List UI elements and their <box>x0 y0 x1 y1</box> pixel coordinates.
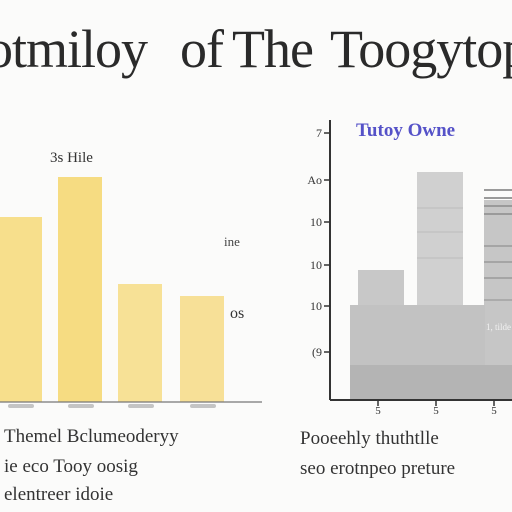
right-caption-line-2: seo erotnpeo preture <box>300 458 456 479</box>
right-y-tick-label-2: Ao <box>307 173 322 187</box>
title-word-3: The <box>232 19 314 79</box>
left-caption-line-2: ie eco Tooy oosig <box>4 456 138 477</box>
left-annotation-mid: ine <box>224 234 240 249</box>
left-caption-line-3: elentreer idoie <box>4 484 114 505</box>
right-y-tick-label-3: 10 <box>310 215 322 229</box>
left-annotation-top: 3s Hile <box>50 150 93 166</box>
right-y-tick-label-6: (9 <box>312 345 322 359</box>
left-bar-1 <box>0 217 42 402</box>
right-y-tick-label-5: 10 <box>310 299 322 313</box>
left-annotation-low: os <box>230 305 244 322</box>
left-bar-3 <box>118 284 162 402</box>
right-bar-base <box>350 365 512 400</box>
title-word-2: of <box>180 19 224 79</box>
right-annotation: 1, tilde <box>486 322 511 332</box>
left-tick-2 <box>68 404 94 408</box>
right-x-tick-label-1: 5 <box>375 405 381 417</box>
title-word-4: Toogytop <box>330 19 512 79</box>
right-bars <box>350 172 512 400</box>
left-tick-4 <box>190 404 216 408</box>
right-x-ticks: 5 5 5 <box>375 400 497 417</box>
title-word-1: otmiloy <box>0 19 148 79</box>
left-caption-line-1: Themel Bclumeoderyy <box>4 426 179 447</box>
left-bar-4 <box>180 296 224 402</box>
right-x-tick-label-3: 5 <box>491 405 497 417</box>
right-bar-stripes <box>417 189 512 301</box>
left-bar-2 <box>58 177 102 402</box>
right-x-tick-label-2: 5 <box>433 405 439 417</box>
right-y-tick-label-4: 10 <box>310 258 322 272</box>
right-y-tick-label-1: 7 <box>316 126 322 140</box>
right-caption-line-1: Pooeehly thuthtlle <box>300 428 439 449</box>
left-chart: 3s Hile ine os <box>0 150 262 408</box>
page-title: otmiloy of The Toogytop <box>0 18 512 88</box>
right-chart: Tutoy Owne 1, tilde 7 Ao 10 10 10 (9 5 5 5 <box>307 120 512 417</box>
left-tick-1 <box>8 404 34 408</box>
right-chart-title: Tutoy Owne <box>356 120 455 141</box>
left-tick-3 <box>128 404 154 408</box>
left-x-ticks <box>8 404 216 408</box>
right-y-ticks: 7 Ao 10 10 10 (9 <box>307 126 330 359</box>
left-bars <box>0 177 224 402</box>
